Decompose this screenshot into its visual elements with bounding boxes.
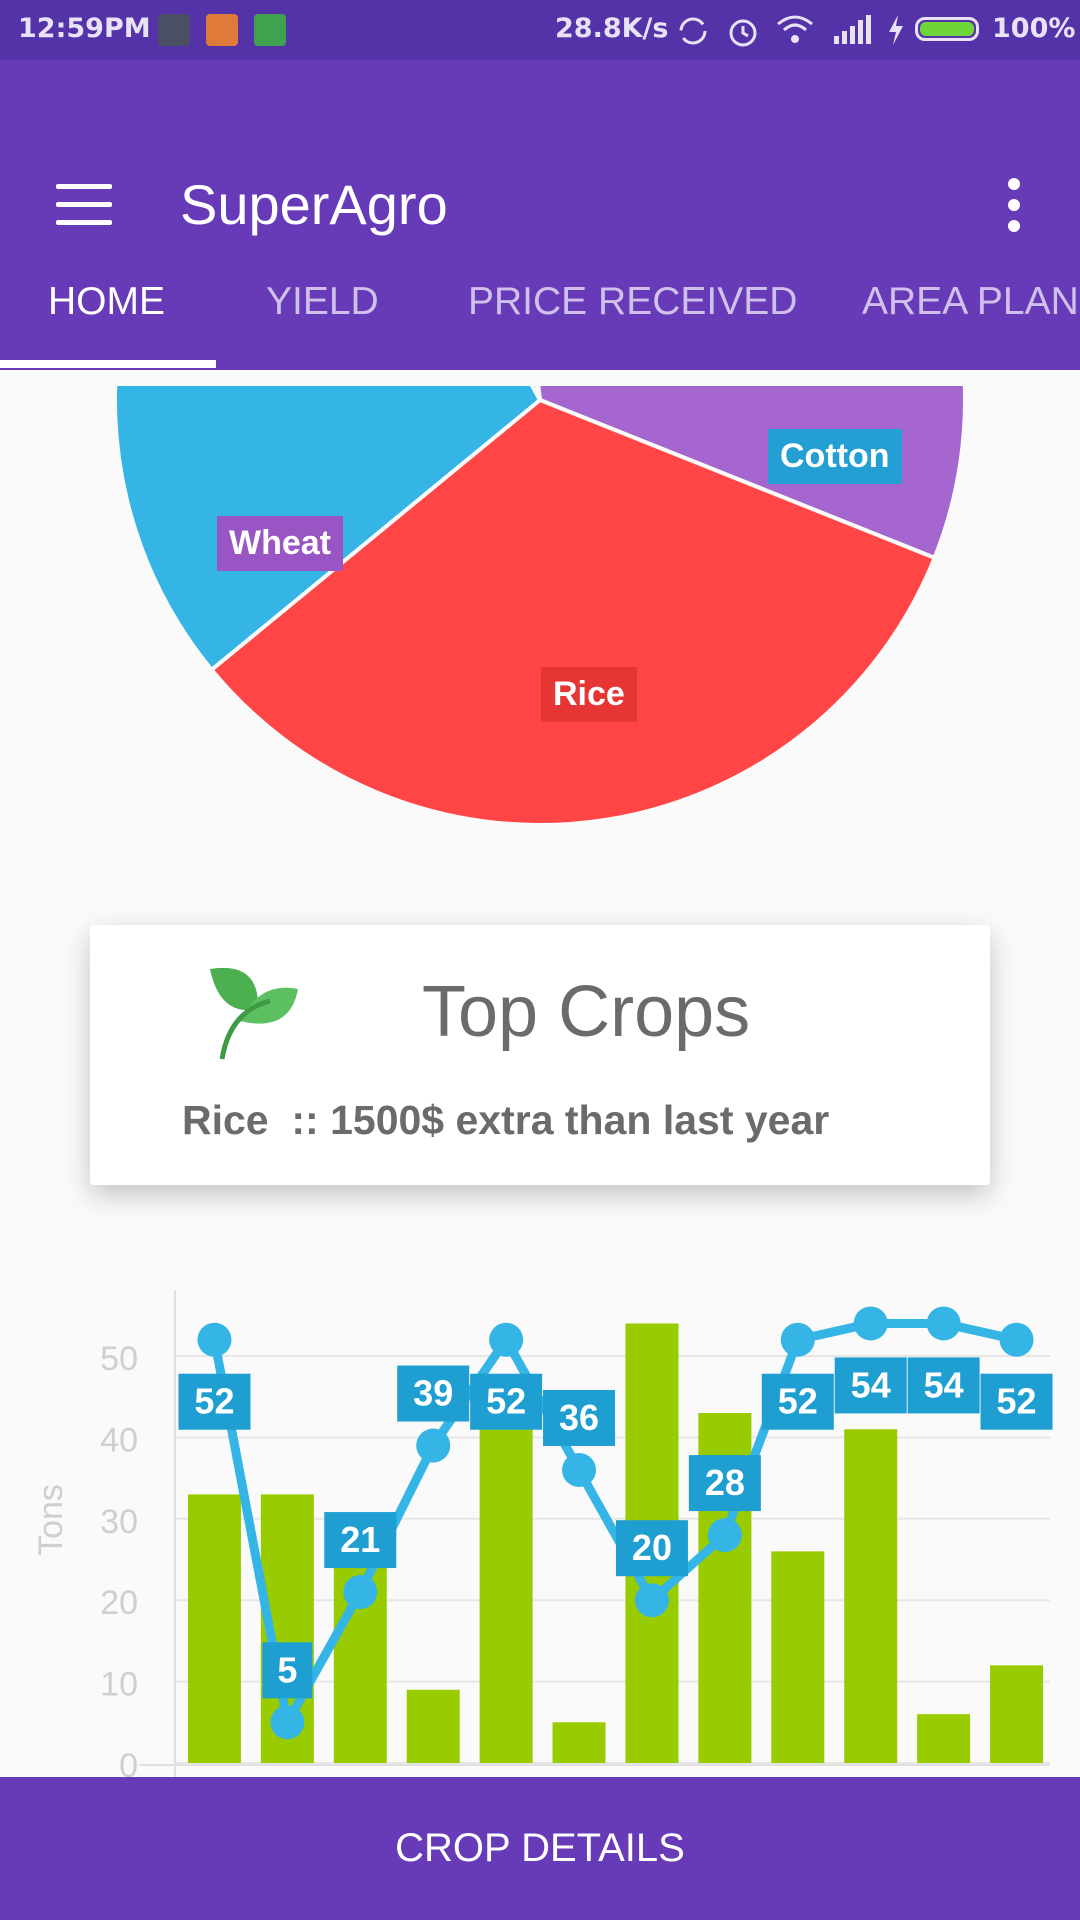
pie-slice-rice[interactable] xyxy=(208,397,938,827)
line-point[interactable] xyxy=(343,1575,378,1610)
svg-text:52: 52 xyxy=(778,1381,818,1422)
svg-text:39: 39 xyxy=(413,1373,453,1414)
line-point[interactable] xyxy=(707,1518,742,1553)
svg-text:54: 54 xyxy=(851,1364,891,1405)
svg-text:20: 20 xyxy=(632,1527,672,1568)
pie-slice-other-4[interactable] xyxy=(462,386,542,401)
status-bar: 12:59PM 28.8K/s 100% xyxy=(0,0,1080,60)
bar[interactable] xyxy=(771,1551,825,1763)
data-label: 52 xyxy=(470,1373,543,1430)
pie-label-wheat: Wheat xyxy=(217,516,343,571)
sync-icon xyxy=(679,17,707,45)
pie-label-rice: Rice xyxy=(541,667,637,722)
data-label: 54 xyxy=(907,1357,980,1414)
line-point[interactable] xyxy=(999,1322,1034,1357)
data-label: 28 xyxy=(688,1455,761,1512)
pie-svg xyxy=(113,386,967,827)
svg-text:5: 5 xyxy=(277,1649,297,1690)
status-time: 12:59PM xyxy=(18,13,151,44)
line-point[interactable] xyxy=(926,1306,961,1341)
crop-details-button[interactable]: CROP DETAILS xyxy=(0,1777,1080,1920)
bar[interactable] xyxy=(187,1494,241,1763)
pie-slice-wheat[interactable] xyxy=(488,386,967,561)
bar[interactable] xyxy=(406,1689,460,1763)
y-tick-label: 20 xyxy=(100,1584,138,1622)
signal-icon xyxy=(834,15,871,44)
data-label: 52 xyxy=(980,1373,1053,1430)
line-point[interactable] xyxy=(634,1583,669,1618)
svg-text:52: 52 xyxy=(194,1381,234,1422)
svg-text:28: 28 xyxy=(705,1462,745,1503)
bar[interactable] xyxy=(479,1421,533,1763)
data-label: 39 xyxy=(397,1365,470,1422)
combo-svg: 0 10 20 30 40 50 Tons 52 5 21 39 52 36 20 28 52 54 54 52 xyxy=(32,1290,1053,1785)
svg-text:52: 52 xyxy=(486,1381,526,1422)
pie-label-cotton: Cotton xyxy=(768,429,902,484)
battery-percent: 100% xyxy=(992,13,1076,44)
data-label: 20 xyxy=(615,1520,688,1577)
data-label: 52 xyxy=(178,1373,251,1430)
notification-icon-1 xyxy=(158,14,190,46)
data-label: 21 xyxy=(324,1512,397,1569)
app-title: SuperAgro xyxy=(180,173,448,236)
tab-home[interactable]: HOME xyxy=(48,280,165,323)
app-bar: SuperAgro xyxy=(0,60,1080,370)
line-point[interactable] xyxy=(270,1705,305,1740)
hamburger-menu-icon[interactable] xyxy=(56,184,112,225)
crop-pie-chart[interactable]: Wheat Rice Cotton xyxy=(0,386,1080,846)
bar[interactable] xyxy=(552,1722,606,1763)
line-point[interactable] xyxy=(562,1452,597,1487)
leaf-icon xyxy=(210,967,298,1060)
y-tick-label: 10 xyxy=(100,1666,138,1704)
tab-yield[interactable]: YIELD xyxy=(266,280,379,323)
line-point[interactable] xyxy=(416,1428,451,1463)
battery-icon xyxy=(915,17,979,41)
alarm-icon xyxy=(729,19,757,47)
bar[interactable] xyxy=(917,1714,971,1763)
more-vert-icon[interactable] xyxy=(1004,178,1024,232)
card-description: Rice :: 1500$ extra than last year xyxy=(182,1097,830,1143)
line-point[interactable] xyxy=(197,1322,232,1357)
y-tick-label: 40 xyxy=(100,1421,138,1459)
line-point[interactable] xyxy=(489,1322,524,1357)
tab-indicator xyxy=(0,360,216,368)
tab-area-plan[interactable]: AREA PLAN xyxy=(862,280,1079,323)
data-label: 54 xyxy=(834,1357,907,1414)
y-tick-label: 0 xyxy=(119,1747,138,1780)
bar[interactable] xyxy=(844,1429,898,1763)
line-point[interactable] xyxy=(853,1306,888,1341)
top-crops-card[interactable]: Top Crops Rice :: 1500$ extra than last … xyxy=(90,925,990,1185)
card-title: Top Crops xyxy=(422,972,751,1052)
y-tick-label: 30 xyxy=(100,1503,138,1541)
y-tick-label: 50 xyxy=(100,1340,138,1378)
data-label: 36 xyxy=(543,1389,616,1446)
data-label: 52 xyxy=(761,1373,834,1430)
tab-bar: HOME YIELD PRICE RECEIVED AREA PLAN xyxy=(0,270,1080,370)
svg-text:52: 52 xyxy=(997,1381,1037,1422)
notification-icon-2 xyxy=(206,14,238,46)
svg-text:54: 54 xyxy=(924,1364,964,1405)
data-label: 5 xyxy=(262,1642,313,1699)
notification-icon-3 xyxy=(254,14,286,46)
wifi-icon xyxy=(777,15,813,43)
line-point[interactable] xyxy=(780,1322,815,1357)
svg-text:36: 36 xyxy=(559,1397,599,1438)
y-axis-label: Tons xyxy=(32,1484,70,1556)
network-speed: 28.8K/s xyxy=(555,13,669,44)
charging-icon xyxy=(889,15,903,45)
bar[interactable] xyxy=(990,1665,1044,1763)
tab-price-received[interactable]: PRICE RECEIVED xyxy=(468,280,798,323)
yield-combo-chart[interactable]: 0 10 20 30 40 50 Tons 52 5 21 39 52 36 20 28 52 54 54 52 xyxy=(0,1270,1080,1785)
svg-text:21: 21 xyxy=(340,1519,380,1560)
